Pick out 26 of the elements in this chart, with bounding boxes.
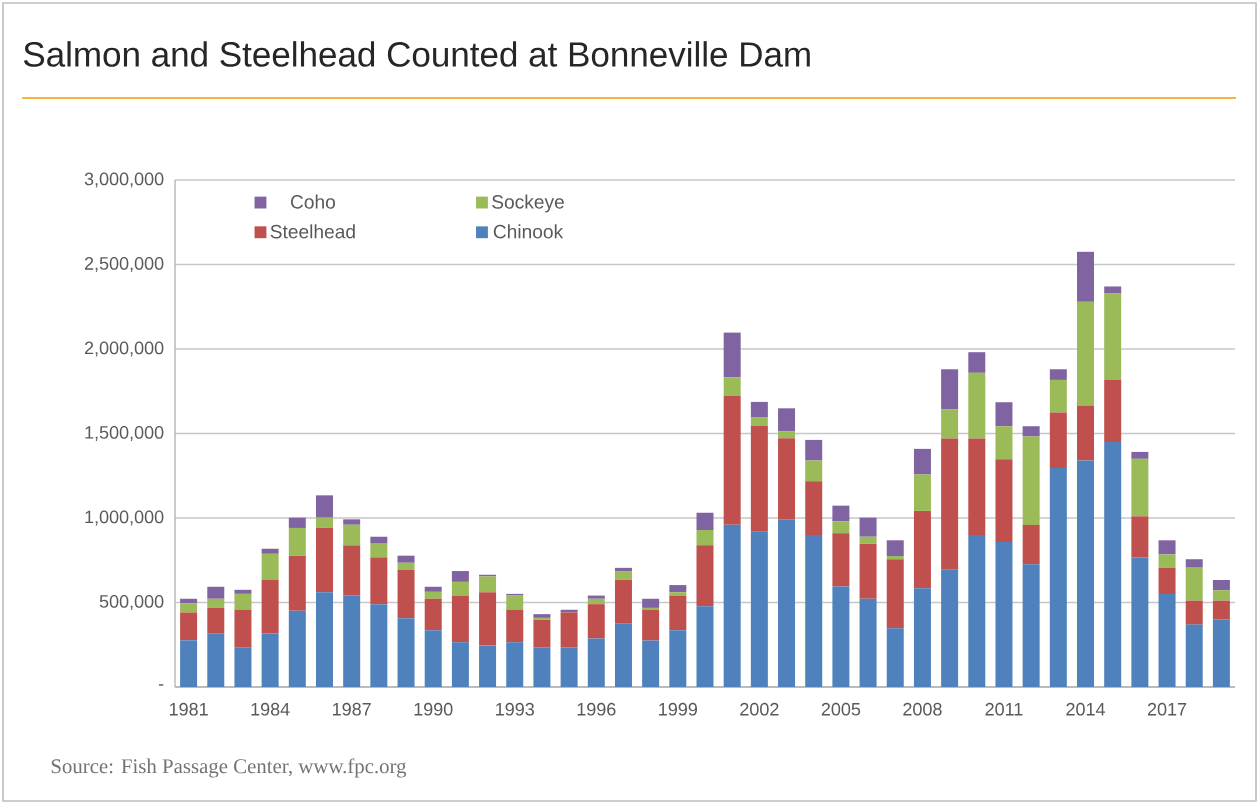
x-tick-label: 1999: [659, 702, 697, 716]
x-tick-label: 2002: [740, 702, 779, 716]
legend-label: Coho: [290, 194, 335, 209]
x-tick-label: 1993: [496, 702, 534, 716]
y-tick-label: 1,000,000: [85, 510, 164, 526]
legend-label: Steelhead: [270, 224, 355, 239]
x-tick-label: 2011: [985, 702, 1023, 716]
y-tick-label: 1,500,000: [85, 426, 164, 441]
x-tick-label: 1984: [251, 702, 290, 716]
legend-label: Sockeye: [492, 194, 564, 213]
y-tick-label: 2,500,000: [84, 257, 164, 272]
x-tick-label: 1990: [414, 702, 453, 716]
x-tick-label: 2014: [1066, 702, 1105, 716]
x-tick-label: 2017: [1147, 702, 1187, 716]
source-note: Source: Fish Passage Center, www.fpc.org: [51, 758, 407, 778]
x-tick-label: 1981: [169, 702, 208, 716]
chart-title: Salmon and Steelhead Counted at Bonneville Dam: [23, 41, 810, 67]
y-tick-label: -: [158, 684, 164, 686]
x-tick-label: 2008: [903, 702, 942, 716]
legend-label: Chinook: [493, 224, 564, 239]
x-tick-label: 2005: [821, 702, 861, 716]
y-tick-label: 3,000,000: [84, 172, 164, 188]
x-tick-label: 1987: [333, 702, 371, 716]
y-tick-label: 2,000,000: [84, 341, 164, 357]
y-tick-label: 500,000: [99, 595, 164, 610]
x-tick-label: 1996: [577, 702, 616, 716]
